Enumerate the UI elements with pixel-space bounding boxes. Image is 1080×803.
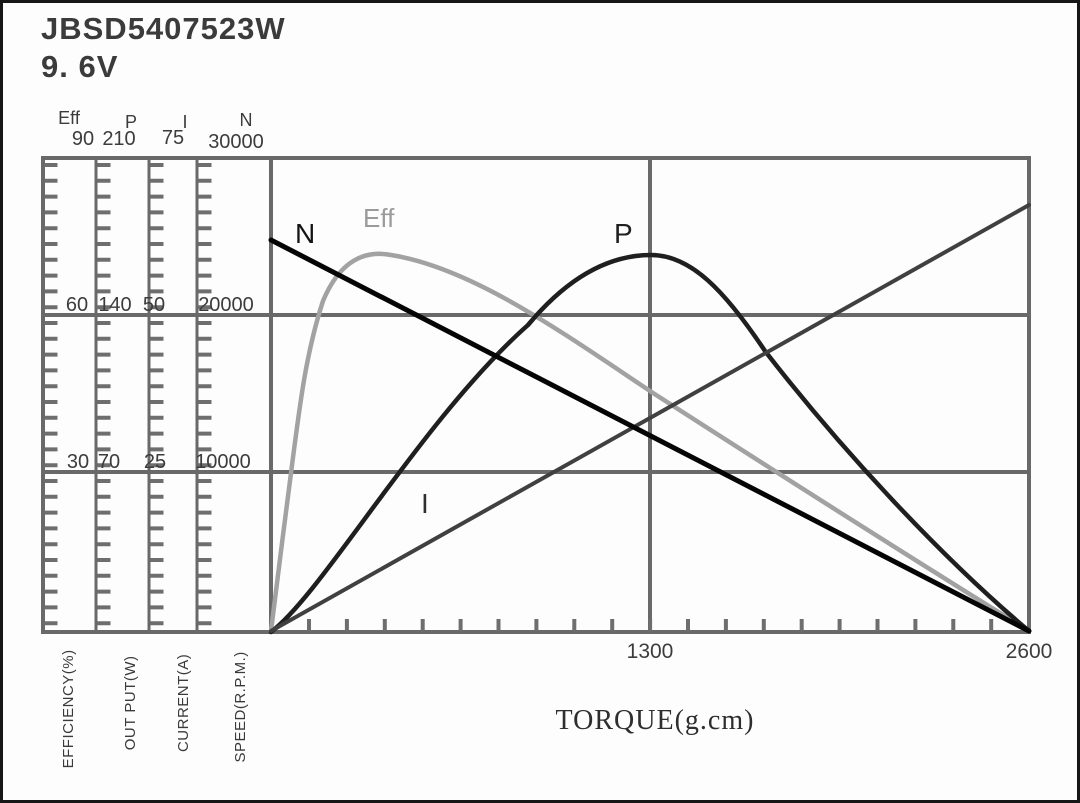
- axis-max-i: 75: [161, 127, 185, 149]
- speed-curve: [268, 237, 1032, 634]
- axis-low-eff: 30: [66, 451, 90, 473]
- axis-header-eff: Eff: [58, 108, 80, 128]
- axis-low-n: 10000: [195, 451, 251, 473]
- curves: [268, 203, 1032, 635]
- unit-efficiency: EFFICIENCY(%): [60, 649, 78, 769]
- axis-max-p: 210: [102, 128, 136, 150]
- axis-mid-eff: 60: [65, 294, 89, 316]
- axis-mid-p: 140: [98, 294, 132, 316]
- x-tick-1300: 1300: [626, 640, 674, 663]
- power-curve-label: P: [614, 218, 633, 249]
- axis-header-p: P: [124, 112, 137, 132]
- speed-curve-label: N: [295, 218, 316, 249]
- page-title: JBSD5407523W: [41, 11, 286, 46]
- axis-header-n: N: [239, 110, 253, 130]
- plot-svg: [41, 156, 1032, 635]
- axis-header-i: I: [182, 112, 188, 132]
- unit-output: OUT PUT(W): [122, 655, 140, 751]
- efficiency-curve: [268, 251, 1032, 634]
- chart-frame: [41, 156, 1031, 634]
- unit-current: CURRENT(A): [175, 653, 193, 753]
- current-curve: [269, 203, 1031, 633]
- x-tick-2600: 2600: [1005, 640, 1053, 663]
- axis-max-n: 30000: [208, 131, 264, 153]
- voltage-label: 9. 6V: [41, 49, 119, 84]
- efficiency-curve-label: Eff: [363, 203, 395, 233]
- axis-low-p: 70: [97, 451, 121, 473]
- unit-speed: SPEED(R.P.M.): [232, 651, 250, 763]
- power-curve: [268, 252, 1032, 635]
- grid: [41, 156, 1031, 634]
- current-curve-label: I: [421, 488, 429, 519]
- axis-mid-i: 50: [142, 294, 166, 316]
- axis-max-eff: 90: [71, 128, 95, 150]
- axis-low-i: 25: [143, 451, 167, 473]
- x-axis-title: TORQUE(g.cm): [555, 705, 755, 736]
- axis-mid-n: 20000: [198, 294, 254, 316]
